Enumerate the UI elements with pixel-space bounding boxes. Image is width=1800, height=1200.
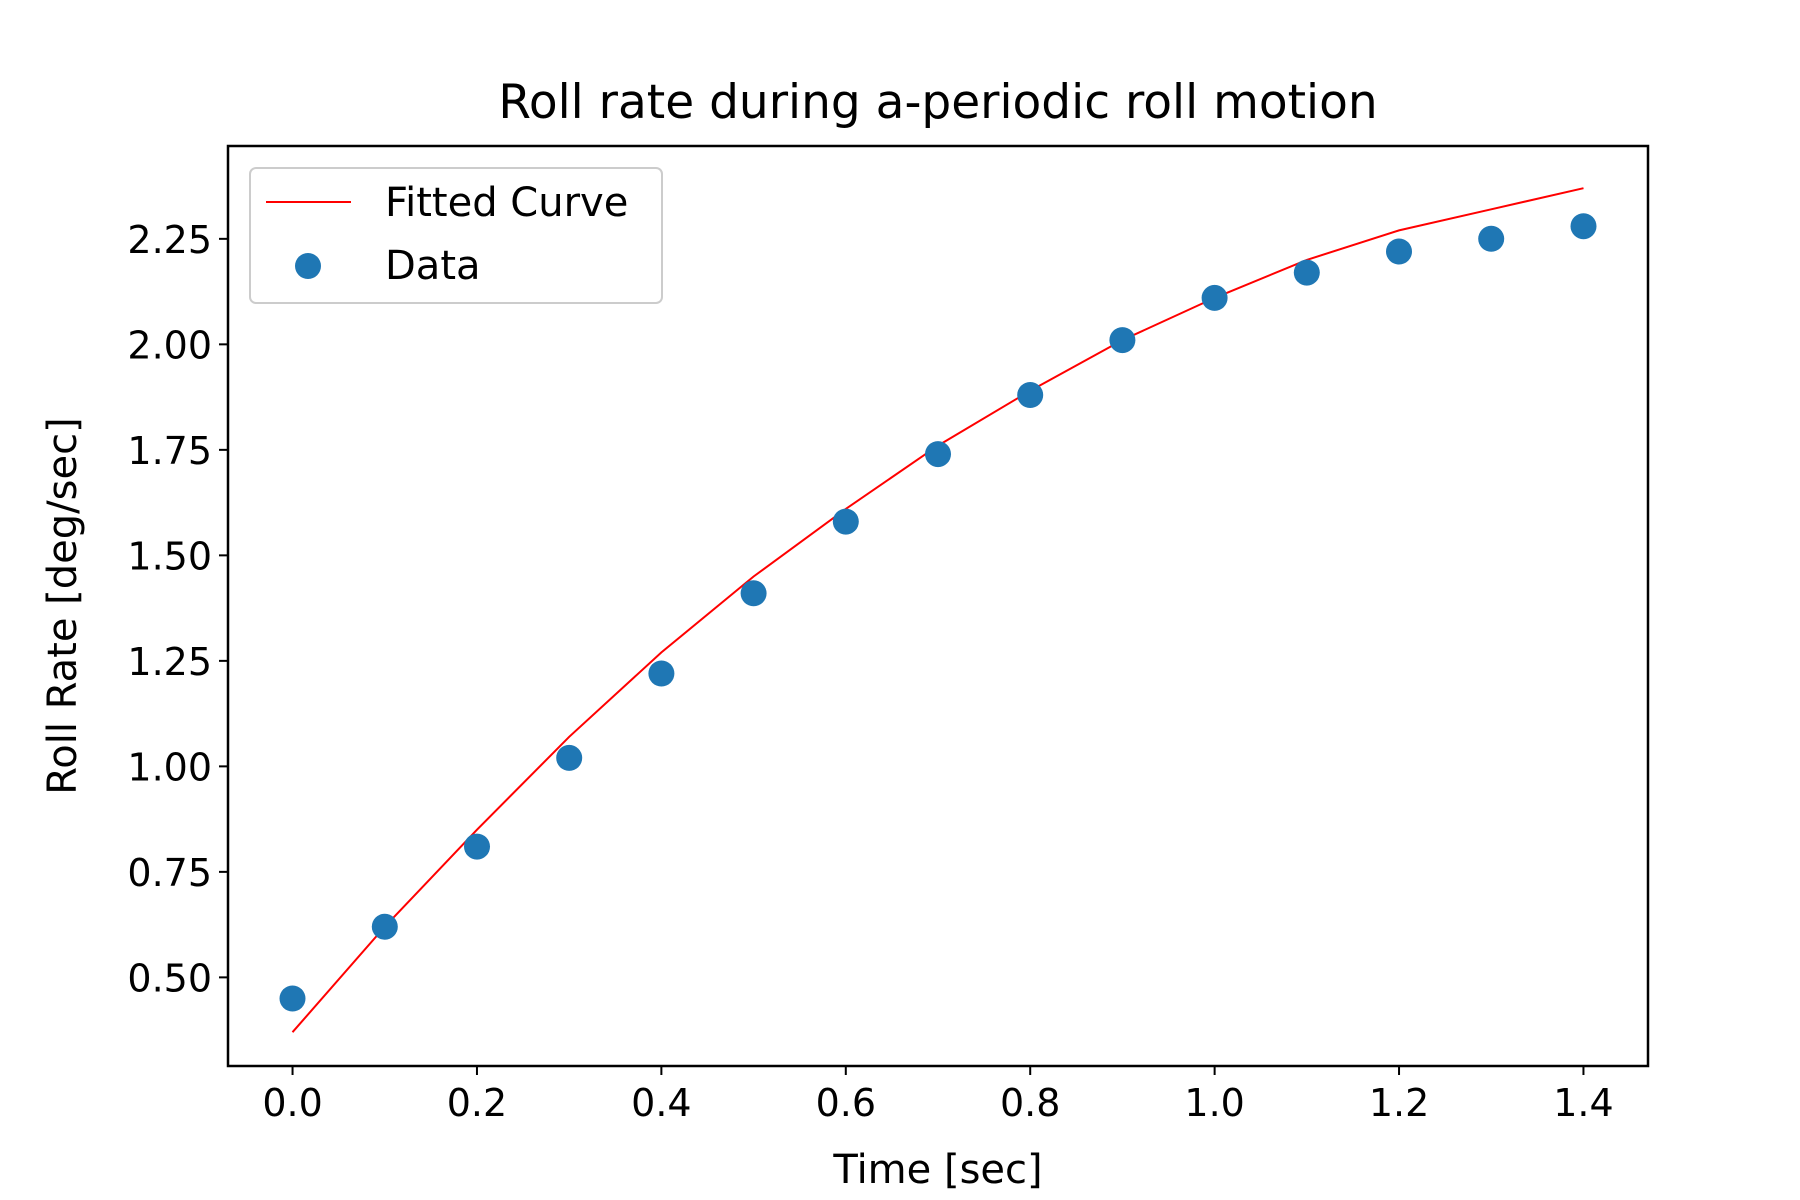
data-point bbox=[925, 441, 951, 468]
data-point bbox=[1386, 238, 1412, 265]
plot-frame bbox=[226, 144, 1650, 1068]
x-tick-label: 0.2 bbox=[447, 1081, 507, 1125]
data-point bbox=[556, 744, 583, 771]
chart-title: Roll rate during a-periodic roll motion bbox=[498, 75, 1377, 130]
legend: Fitted Curve Data bbox=[249, 167, 663, 304]
data-point bbox=[1570, 213, 1597, 240]
x-tick-label: 0.8 bbox=[1000, 1081, 1060, 1125]
y-tick-label: 1.25 bbox=[127, 640, 212, 684]
x-axis: 0.0 0.2 0.4 0.6 0.8 1.0 1.2 1.4 bbox=[262, 1066, 1614, 1125]
legend-label-data: Data bbox=[385, 243, 481, 289]
x-tick-label: 0.4 bbox=[631, 1081, 691, 1125]
data-point bbox=[832, 508, 859, 535]
y-tick-label: 0.75 bbox=[127, 851, 212, 895]
x-tick-label: 0.6 bbox=[816, 1081, 876, 1125]
y-axis-label: Roll Rate [deg/sec] bbox=[40, 417, 86, 794]
y-tick-label: 2.25 bbox=[127, 218, 212, 262]
x-tick-label: 1.2 bbox=[1369, 1081, 1429, 1125]
y-tick-label: 2.00 bbox=[127, 323, 212, 367]
y-tick-label: 1.50 bbox=[127, 534, 212, 578]
x-axis-label: Time [sec] bbox=[832, 1147, 1042, 1193]
x-tick-label: 0.0 bbox=[262, 1081, 322, 1125]
plot-area bbox=[279, 187, 1597, 1033]
data-point bbox=[1017, 382, 1044, 408]
data-point bbox=[1201, 284, 1228, 311]
x-tick-label: 1.4 bbox=[1553, 1081, 1613, 1125]
data-point bbox=[740, 580, 767, 607]
y-axis: 0.50 0.75 1.00 1.25 1.50 1.75 2.00 2.25 bbox=[127, 218, 228, 1000]
data-point bbox=[1478, 225, 1505, 252]
legend-box bbox=[249, 167, 663, 304]
data-point bbox=[279, 985, 306, 1012]
data-point bbox=[371, 913, 398, 940]
data-point bbox=[1109, 327, 1136, 354]
data-point bbox=[1293, 259, 1320, 286]
data-point bbox=[464, 833, 490, 860]
y-tick-label: 1.00 bbox=[127, 745, 212, 789]
y-tick-label: 1.75 bbox=[127, 429, 212, 473]
legend-marker-swatch bbox=[295, 253, 321, 279]
data-point bbox=[648, 660, 675, 687]
x-tick-label: 1.0 bbox=[1184, 1081, 1244, 1125]
legend-label-fitted-curve: Fitted Curve bbox=[385, 180, 628, 226]
y-tick-label: 0.50 bbox=[127, 956, 212, 1000]
